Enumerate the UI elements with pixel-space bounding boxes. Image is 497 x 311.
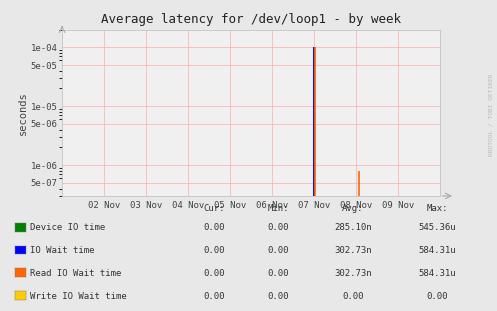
- Text: 0.00: 0.00: [203, 292, 225, 300]
- Text: 584.31u: 584.31u: [418, 246, 456, 255]
- Title: Average latency for /dev/loop1 - by week: Average latency for /dev/loop1 - by week: [101, 13, 401, 26]
- Text: 0.00: 0.00: [267, 224, 289, 232]
- Text: IO Wait time: IO Wait time: [30, 246, 94, 255]
- Text: 0.00: 0.00: [203, 224, 225, 232]
- Text: 0.00: 0.00: [267, 246, 289, 255]
- Text: Max:: Max:: [426, 204, 448, 213]
- Text: 0.00: 0.00: [203, 246, 225, 255]
- Text: Read IO Wait time: Read IO Wait time: [30, 269, 121, 278]
- Text: Device IO time: Device IO time: [30, 224, 105, 232]
- Text: 0.00: 0.00: [267, 269, 289, 278]
- Text: 545.36u: 545.36u: [418, 224, 456, 232]
- Text: Write IO Wait time: Write IO Wait time: [30, 292, 127, 300]
- Text: Cur:: Cur:: [203, 204, 225, 213]
- Text: RRDTOOL / TOBI OETIKER: RRDTOOL / TOBI OETIKER: [488, 74, 493, 156]
- Text: 0.00: 0.00: [426, 292, 448, 300]
- Text: 302.73n: 302.73n: [334, 246, 372, 255]
- Text: 285.10n: 285.10n: [334, 224, 372, 232]
- Text: 0.00: 0.00: [203, 269, 225, 278]
- Text: Avg:: Avg:: [342, 204, 364, 213]
- Y-axis label: seconds: seconds: [17, 91, 28, 135]
- Text: 302.73n: 302.73n: [334, 269, 372, 278]
- Text: Min:: Min:: [267, 204, 289, 213]
- Text: 0.00: 0.00: [342, 292, 364, 300]
- Text: 584.31u: 584.31u: [418, 269, 456, 278]
- Text: 0.00: 0.00: [267, 292, 289, 300]
